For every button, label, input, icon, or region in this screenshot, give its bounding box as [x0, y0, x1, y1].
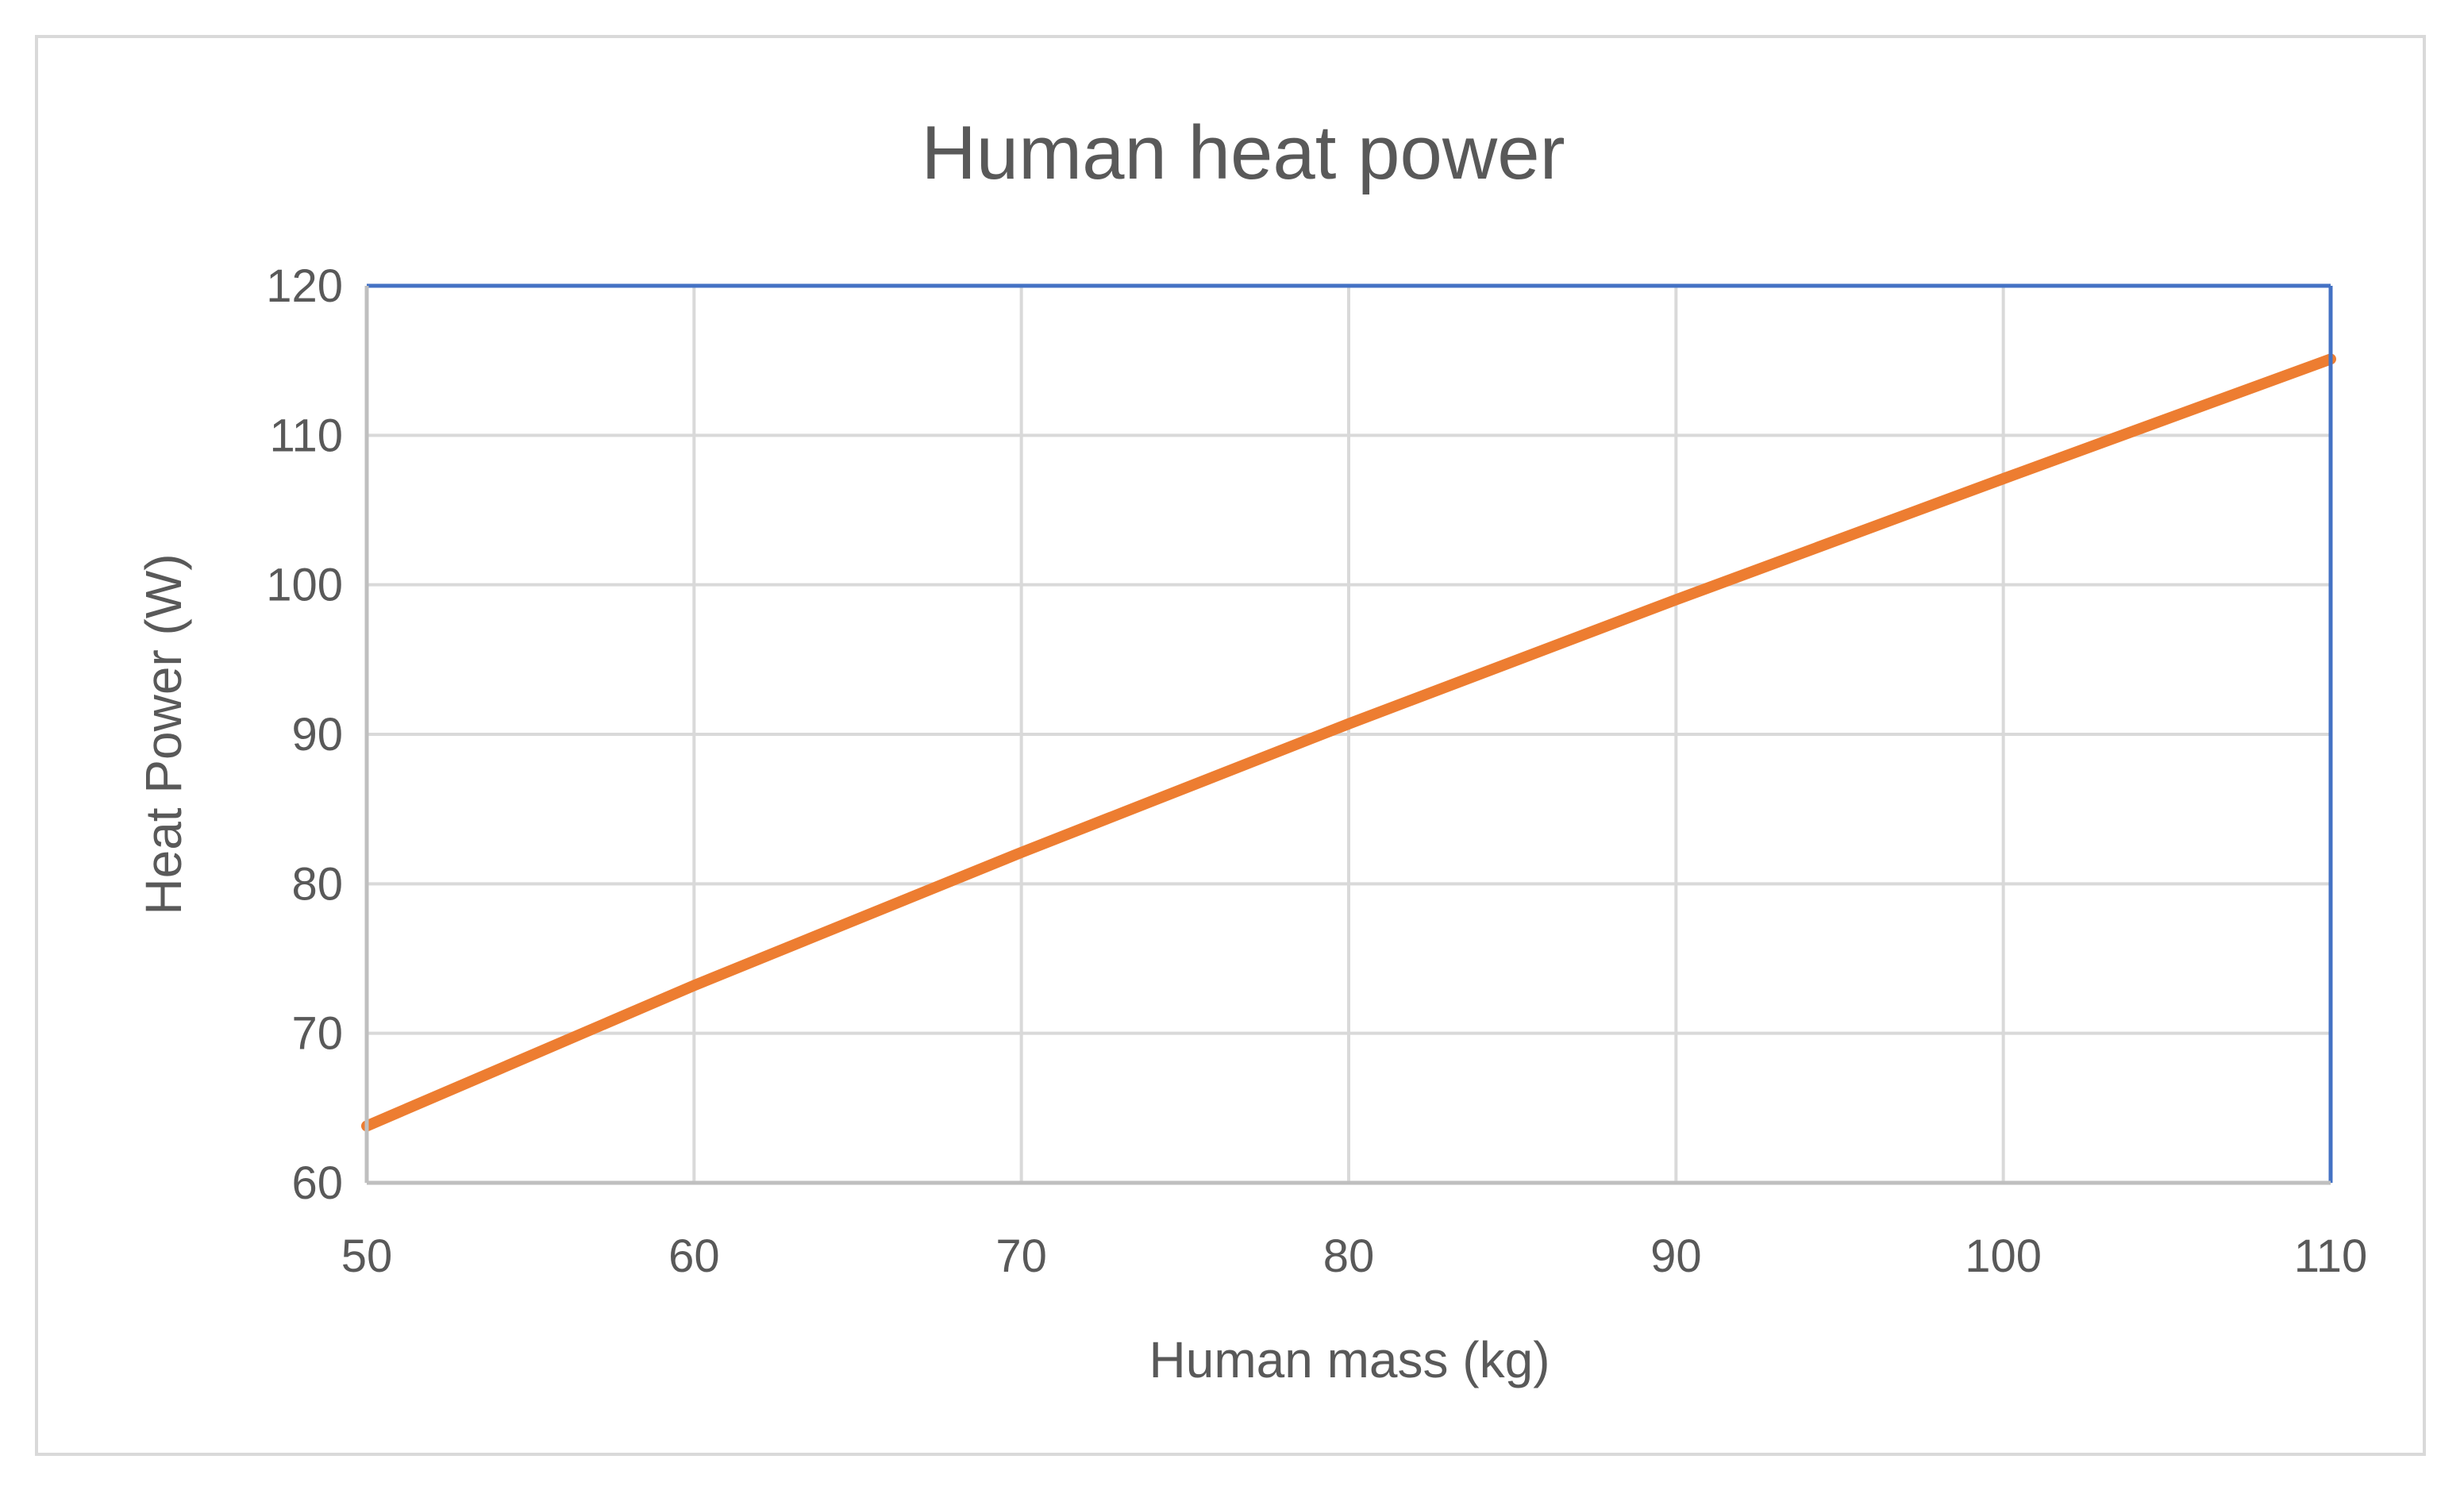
- x-tick-label: 70: [995, 1230, 1047, 1282]
- y-tick-label: 90: [291, 709, 343, 760]
- grid-lines: [365, 284, 2332, 1184]
- x-axis-ticks: 50 60 70 80 90 100 110: [341, 1230, 2367, 1282]
- chart-title: Human heat power: [921, 110, 1565, 195]
- y-axis-title: Heat Power (W): [135, 553, 192, 914]
- y-tick-label: 60: [291, 1157, 343, 1209]
- y-axis-ticks: 60 70 80 90 100 110 120: [266, 260, 343, 1209]
- series-layer: [361, 353, 2336, 1132]
- x-tick-label: 100: [1965, 1230, 2042, 1282]
- x-tick-label: 50: [341, 1230, 393, 1282]
- x-tick-label: 110: [2294, 1230, 2367, 1282]
- y-tick-label: 80: [291, 858, 343, 910]
- y-tick-label: 110: [270, 410, 343, 461]
- y-tick-label: 120: [266, 260, 343, 312]
- x-tick-label: 60: [668, 1230, 720, 1282]
- chart-frame: [35, 35, 2426, 1456]
- series-line: [361, 353, 2336, 1132]
- x-tick-label: 90: [1650, 1230, 1702, 1282]
- x-tick-label: 80: [1323, 1230, 1375, 1282]
- y-tick-label: 70: [291, 1008, 343, 1060]
- y-tick-label: 100: [266, 560, 343, 611]
- x-axis-title: Human mass (kg): [1149, 1331, 1550, 1388]
- plot-border: [364, 283, 2333, 1185]
